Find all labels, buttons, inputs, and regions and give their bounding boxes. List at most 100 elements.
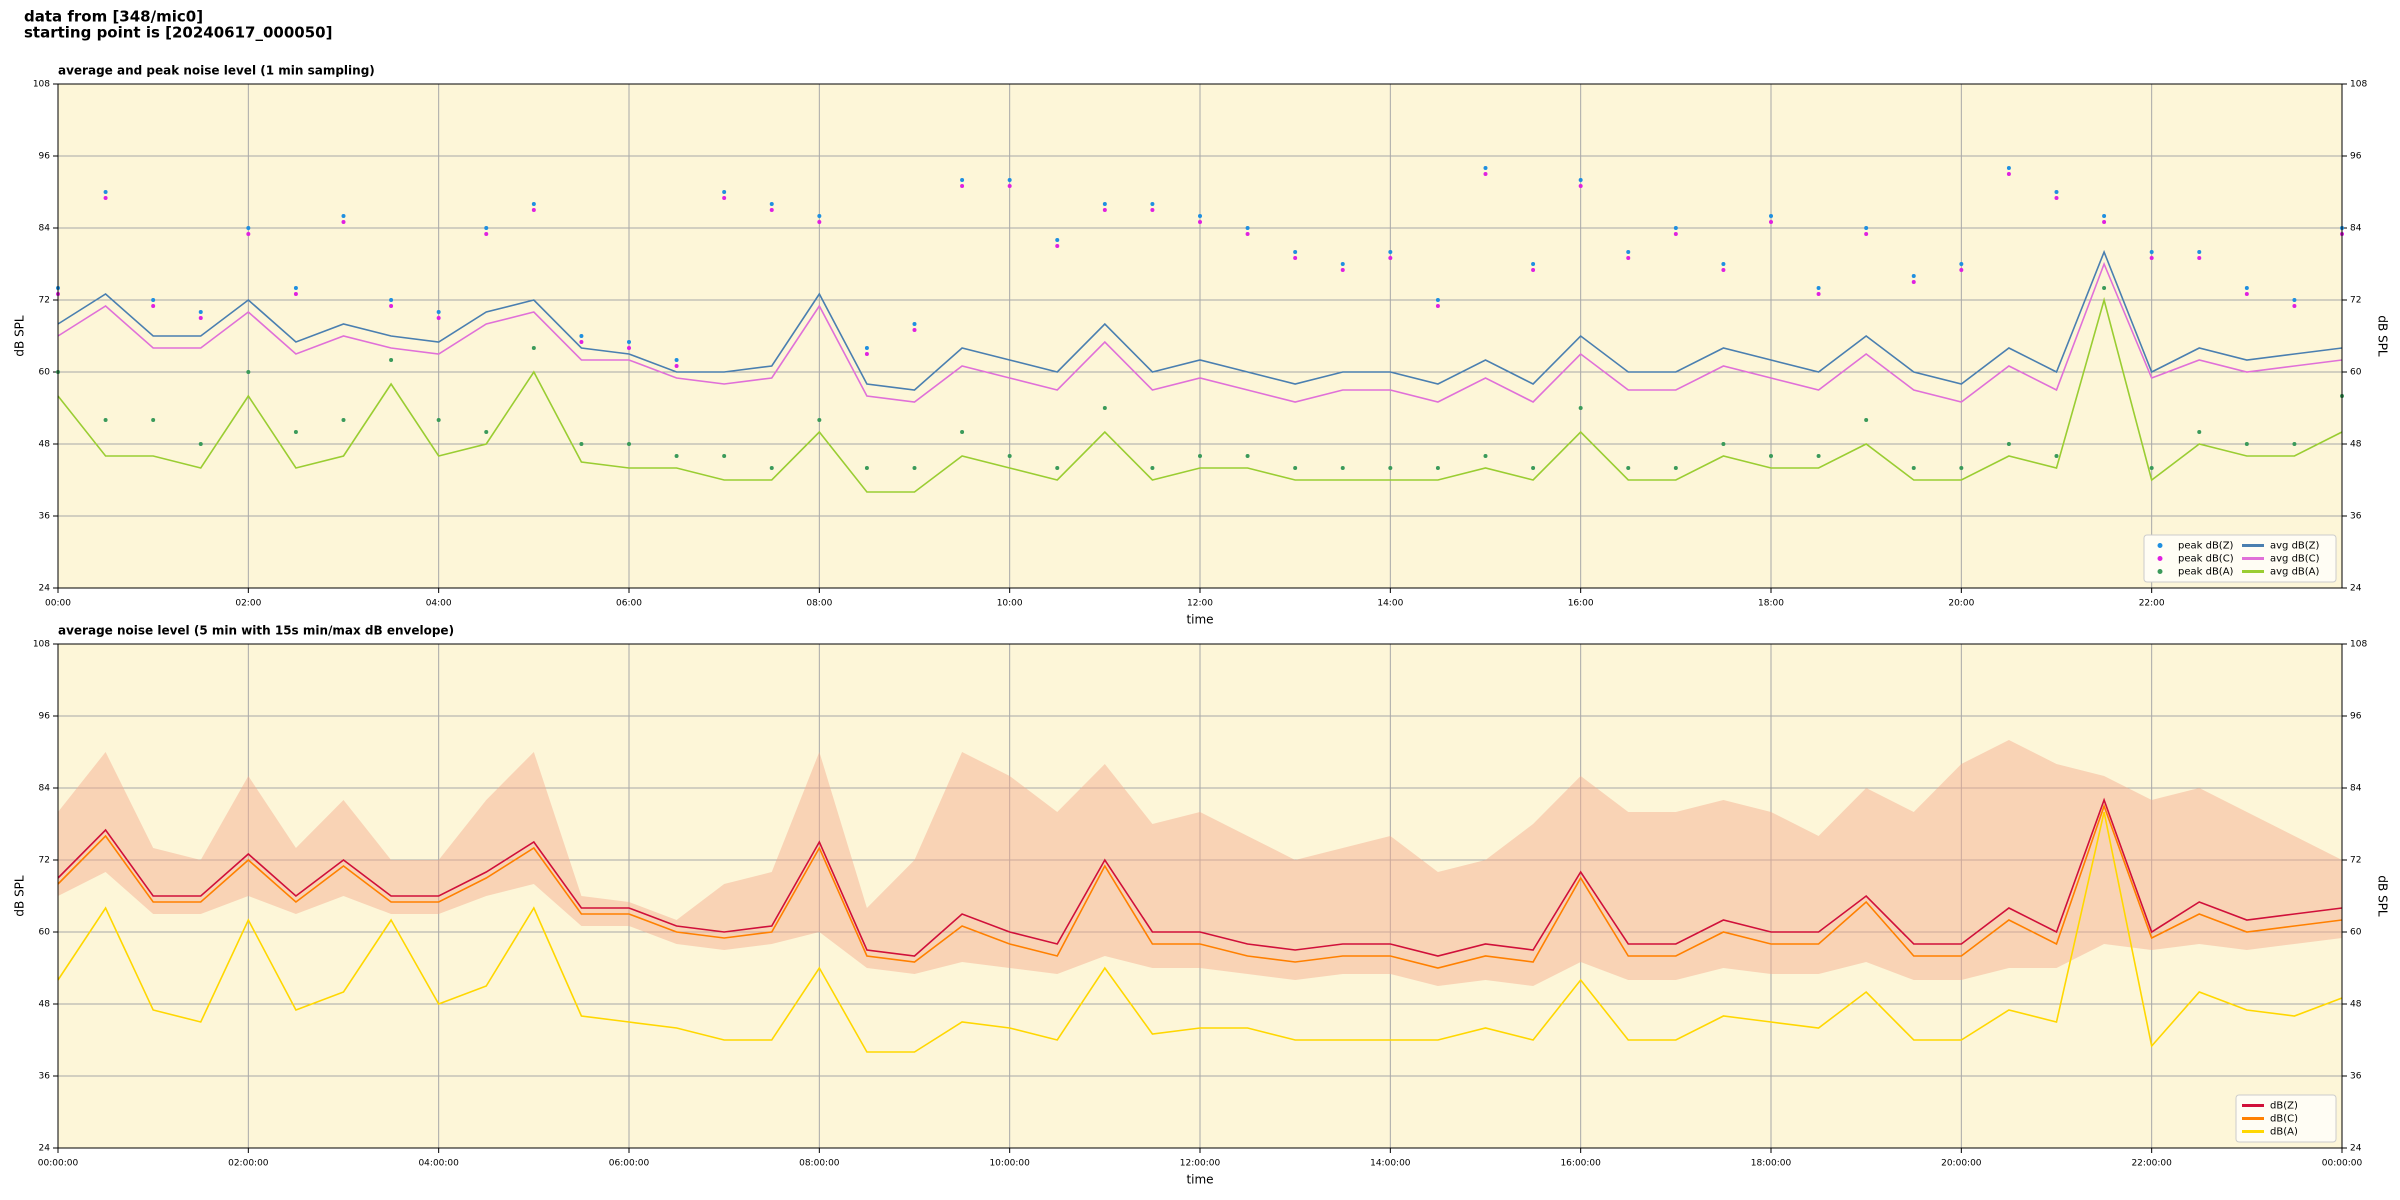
peak-point (1864, 226, 1869, 230)
peak-point (1531, 262, 1536, 266)
peak-point (674, 364, 679, 368)
x-tick-label: 08:00:00 (799, 1159, 840, 1169)
peak-point (484, 232, 489, 236)
peak-point (246, 232, 251, 236)
peak-point (2149, 256, 2154, 260)
peak-point (2054, 190, 2059, 194)
x-tick-label: 10:00 (997, 599, 1023, 609)
peak-point (1102, 202, 1107, 206)
peak-point (769, 202, 774, 206)
envelope-band (58, 740, 2342, 986)
y-tick-label: 36 (2350, 1072, 2362, 1082)
peak-point (2244, 286, 2249, 290)
peak-point (1626, 250, 1631, 254)
peak-point (1911, 274, 1916, 278)
peak-point (1388, 250, 1393, 254)
peak-point (912, 328, 917, 332)
peak-point (960, 178, 965, 182)
peak-point (2102, 286, 2107, 290)
peak-point (1721, 442, 1726, 446)
peak-point (864, 352, 869, 356)
legend-label: dB(A) (2270, 1127, 2298, 1138)
x-tick-label: 00:00:00 (2322, 1159, 2363, 1169)
peak-point (1673, 466, 1678, 470)
y-tick-label: 36 (2350, 512, 2362, 522)
peak-point (1340, 268, 1345, 272)
y-tick-label: 72 (39, 296, 50, 306)
peak-point (627, 340, 631, 344)
peak-point (2197, 250, 2202, 254)
peak-point (1435, 304, 1440, 308)
peak-point (1816, 292, 1821, 296)
y-axis-label: dB SPL (13, 875, 27, 917)
y-tick-label: 48 (39, 1000, 51, 1010)
y-tick-label: 60 (39, 368, 51, 378)
x-tick-label: 16:00 (1568, 599, 1594, 609)
peak-point (1673, 232, 1678, 236)
peak-point (722, 196, 727, 200)
peak-point (389, 298, 394, 302)
x-tick-label: 06:00 (616, 599, 642, 609)
legend-marker (2157, 569, 2163, 574)
x-tick-label: 18:00 (1758, 599, 1784, 609)
y-tick-label: 24 (2350, 1144, 2362, 1154)
peak-point (1959, 268, 1964, 272)
peak-point (1388, 466, 1393, 470)
x-tick-label: 04:00 (426, 599, 452, 609)
peak-point (2292, 304, 2297, 308)
series-line (57, 261, 2343, 403)
peak-point (1483, 166, 1488, 170)
peak-point (912, 466, 917, 470)
peak-point (1150, 466, 1155, 470)
peak-point (1769, 214, 1773, 218)
y-tick-label: 36 (39, 512, 51, 522)
x-tick-label: 22:00 (2139, 599, 2165, 609)
peak-point (1198, 214, 1202, 218)
y-tick-label: 24 (2350, 584, 2362, 594)
peak-point (246, 370, 251, 374)
peak-point (484, 226, 489, 230)
y-tick-label: 60 (2350, 368, 2362, 378)
x-tick-label: 12:00 (1187, 599, 1213, 609)
peak-point (1340, 466, 1345, 470)
peak-point (341, 214, 346, 218)
y-tick-label: 36 (39, 1072, 51, 1082)
peak-point (389, 358, 394, 362)
x-tick-label: 22:00:00 (2131, 1159, 2172, 1169)
peak-point (722, 454, 727, 458)
peak-point (769, 208, 774, 212)
peak-point (1293, 466, 1298, 470)
x-tick-label: 06:00:00 (609, 1159, 650, 1169)
peak-point (1293, 250, 1298, 254)
x-tick-label: 20:00 (1948, 599, 1974, 609)
peak-point (579, 340, 584, 344)
y-axis-label: dB SPL (2376, 315, 2390, 357)
x-tick-label: 04:00:00 (418, 1159, 459, 1169)
peak-point (2006, 172, 2011, 176)
peak-point (960, 430, 965, 434)
peak-point (864, 466, 869, 470)
peak-point (198, 442, 203, 446)
peak-point (1340, 262, 1345, 266)
y-tick-label: 108 (2350, 640, 2367, 650)
x-tick-label: 02:00 (235, 599, 261, 609)
peak-point (293, 430, 298, 434)
legend-marker (2157, 543, 2163, 548)
peak-point (2244, 292, 2249, 296)
peak-point (198, 316, 203, 320)
peak-point (1055, 244, 1060, 248)
peak-point (1007, 178, 1012, 182)
legend-label: peak dB(C) (2178, 554, 2234, 565)
peak-point (103, 418, 108, 422)
peak-point (1245, 232, 1250, 236)
peak-point (436, 310, 441, 314)
peak-point (2197, 430, 2202, 434)
y-tick-label: 48 (2350, 440, 2362, 450)
x-tick-label: 18:00:00 (1751, 1159, 1792, 1169)
peak-point (627, 442, 631, 446)
peak-point (817, 418, 822, 422)
subplot-title: average and peak noise level (1 min samp… (58, 64, 375, 78)
peak-point (151, 304, 156, 308)
x-tick-label: 02:00:00 (228, 1159, 269, 1169)
peak-point (579, 442, 584, 446)
